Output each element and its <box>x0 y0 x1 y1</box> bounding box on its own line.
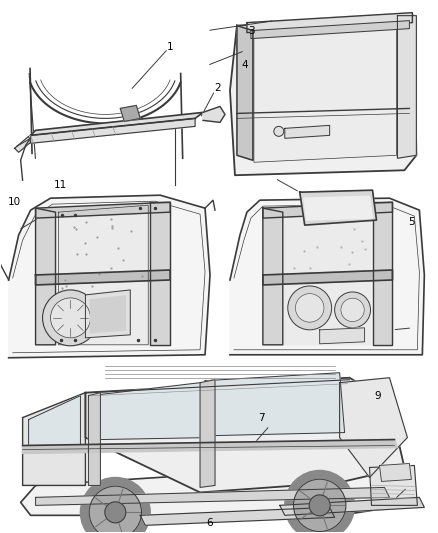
Polygon shape <box>205 373 345 435</box>
Circle shape <box>296 294 324 322</box>
Polygon shape <box>90 296 125 333</box>
Polygon shape <box>120 106 140 122</box>
Circle shape <box>50 298 90 338</box>
Polygon shape <box>35 270 170 285</box>
Polygon shape <box>35 208 56 345</box>
Circle shape <box>341 298 364 321</box>
Polygon shape <box>285 125 330 139</box>
Polygon shape <box>85 378 404 492</box>
Circle shape <box>335 292 371 328</box>
Polygon shape <box>31 112 203 135</box>
Polygon shape <box>140 507 335 526</box>
Polygon shape <box>397 15 417 158</box>
Circle shape <box>285 471 355 533</box>
Circle shape <box>293 479 346 531</box>
Polygon shape <box>372 202 392 345</box>
Polygon shape <box>90 383 210 440</box>
Polygon shape <box>85 290 130 338</box>
Polygon shape <box>320 328 364 344</box>
Polygon shape <box>31 118 195 143</box>
Polygon shape <box>237 26 253 160</box>
Circle shape <box>89 486 141 533</box>
Text: 2: 2 <box>215 84 221 93</box>
Polygon shape <box>263 202 392 218</box>
Polygon shape <box>339 378 407 478</box>
Text: 11: 11 <box>54 180 67 190</box>
Text: 3: 3 <box>249 26 255 36</box>
Polygon shape <box>23 393 85 486</box>
Text: 4: 4 <box>242 60 248 69</box>
Polygon shape <box>59 205 148 345</box>
Polygon shape <box>150 202 170 345</box>
Text: 1: 1 <box>167 42 173 52</box>
Polygon shape <box>247 13 413 33</box>
Text: 9: 9 <box>374 391 381 401</box>
Polygon shape <box>35 487 389 505</box>
Polygon shape <box>370 465 417 505</box>
Circle shape <box>81 478 150 533</box>
Text: 6: 6 <box>207 518 213 528</box>
Polygon shape <box>304 196 372 220</box>
Polygon shape <box>263 270 392 285</box>
Polygon shape <box>35 202 170 218</box>
Polygon shape <box>280 497 424 515</box>
Circle shape <box>274 126 284 136</box>
Polygon shape <box>230 198 424 355</box>
Polygon shape <box>263 208 283 345</box>
Polygon shape <box>285 205 371 345</box>
Text: 10: 10 <box>8 197 21 207</box>
Polygon shape <box>230 15 417 175</box>
Polygon shape <box>300 190 377 225</box>
Polygon shape <box>23 440 397 454</box>
Circle shape <box>288 286 332 330</box>
Polygon shape <box>254 22 396 162</box>
Polygon shape <box>251 21 410 38</box>
Polygon shape <box>14 136 31 152</box>
Circle shape <box>42 290 99 346</box>
Circle shape <box>105 502 126 523</box>
Polygon shape <box>200 379 215 487</box>
Polygon shape <box>9 195 210 358</box>
Polygon shape <box>28 395 81 449</box>
Text: 7: 7 <box>258 413 265 423</box>
Circle shape <box>309 495 330 516</box>
Polygon shape <box>88 393 100 486</box>
Polygon shape <box>21 463 410 515</box>
Text: 5: 5 <box>408 217 415 227</box>
Polygon shape <box>203 107 225 123</box>
Polygon shape <box>379 464 411 481</box>
